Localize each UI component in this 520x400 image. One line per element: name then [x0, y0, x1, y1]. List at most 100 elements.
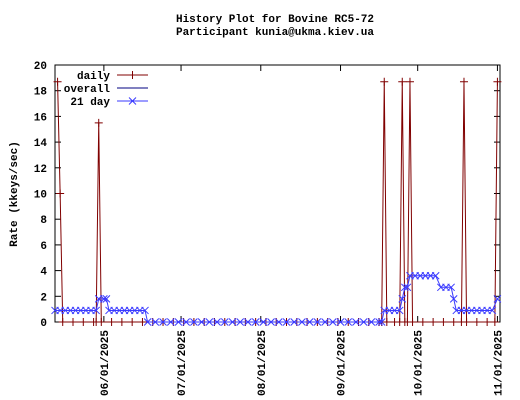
- y-tick-label: 6: [40, 241, 47, 253]
- point: [244, 318, 252, 326]
- y-tick-label: 14: [34, 138, 48, 150]
- point: [408, 318, 417, 326]
- point: [107, 318, 116, 326]
- point: [459, 77, 468, 86]
- point: [403, 283, 412, 292]
- point: [400, 283, 409, 292]
- point: [429, 318, 438, 326]
- point: [197, 318, 206, 326]
- point: [251, 318, 260, 326]
- point: [305, 318, 314, 326]
- point: [228, 318, 237, 326]
- point: [321, 318, 329, 326]
- point: [405, 77, 414, 86]
- point: [213, 318, 221, 326]
- point: [159, 318, 167, 326]
- point: [56, 189, 65, 198]
- legend-label: daily: [77, 71, 110, 83]
- x-tick-label: 07/01/2025: [177, 330, 189, 396]
- point: [328, 318, 337, 326]
- point: [398, 77, 407, 86]
- point: [97, 318, 106, 326]
- point: [182, 318, 191, 326]
- y-tick-label: 8: [40, 215, 47, 227]
- point: [94, 118, 103, 127]
- x-tick-label: 09/01/2025: [337, 330, 349, 396]
- point: [483, 318, 492, 326]
- chart-title: History Plot for Bovine RC5-72: [176, 14, 374, 26]
- point: [418, 318, 427, 326]
- point: [190, 318, 198, 326]
- x-tick-label: 06/01/2025: [100, 330, 112, 396]
- point: [236, 318, 245, 326]
- point: [274, 318, 283, 326]
- point: [141, 306, 149, 315]
- point: [205, 318, 214, 326]
- point: [143, 318, 152, 326]
- point: [367, 318, 376, 326]
- point: [128, 97, 137, 105]
- point: [282, 318, 291, 326]
- point: [398, 295, 407, 303]
- point: [259, 318, 268, 326]
- point: [166, 318, 175, 326]
- point: [100, 295, 108, 303]
- point: [449, 318, 458, 326]
- point: [128, 318, 137, 326]
- point: [267, 318, 275, 326]
- point: [352, 318, 360, 326]
- y-tick-label: 20: [34, 61, 47, 73]
- legend-label: overall: [64, 84, 111, 96]
- point: [472, 318, 481, 326]
- point: [375, 318, 383, 326]
- y-tick-label: 16: [34, 112, 47, 124]
- y-tick-label: 10: [34, 190, 47, 202]
- point: [290, 318, 299, 326]
- point: [395, 306, 404, 315]
- point: [69, 318, 78, 326]
- point: [313, 318, 322, 326]
- y-tick-label: 4: [40, 267, 47, 279]
- point: [359, 318, 368, 326]
- point: [138, 318, 147, 326]
- y-tick-label: 2: [40, 292, 47, 304]
- y-tick-label: 12: [34, 164, 47, 176]
- point: [128, 71, 137, 79]
- point: [336, 318, 345, 326]
- point: [462, 318, 471, 326]
- y-axis-label: Rate (kkeys/sec): [9, 141, 21, 247]
- point: [439, 318, 448, 326]
- point: [92, 306, 101, 315]
- point: [79, 318, 88, 326]
- point: [53, 77, 62, 86]
- point: [447, 283, 455, 292]
- x-tick-label: 08/01/2025: [257, 330, 269, 396]
- point: [102, 295, 111, 303]
- y-tick-label: 18: [34, 87, 48, 99]
- point: [488, 306, 497, 315]
- point: [490, 318, 499, 326]
- point: [220, 318, 229, 326]
- point: [377, 318, 386, 326]
- series-line: [55, 275, 498, 323]
- point: [382, 318, 391, 326]
- point: [431, 271, 440, 280]
- point: [493, 295, 502, 303]
- point: [380, 77, 389, 86]
- point: [174, 318, 183, 326]
- point: [344, 318, 353, 326]
- point: [298, 318, 306, 326]
- chart-subtitle: Participant kunia@ukma.kiev.ua: [176, 27, 374, 39]
- point: [58, 318, 67, 326]
- y-tick-label: 0: [40, 318, 47, 330]
- x-tick-label: 11/01/2025: [493, 330, 505, 396]
- point: [493, 77, 502, 86]
- legend-label: 21 day: [70, 97, 110, 109]
- point: [117, 318, 126, 326]
- x-tick-label: 10/01/2025: [414, 330, 426, 396]
- point: [449, 295, 458, 303]
- point: [151, 318, 160, 326]
